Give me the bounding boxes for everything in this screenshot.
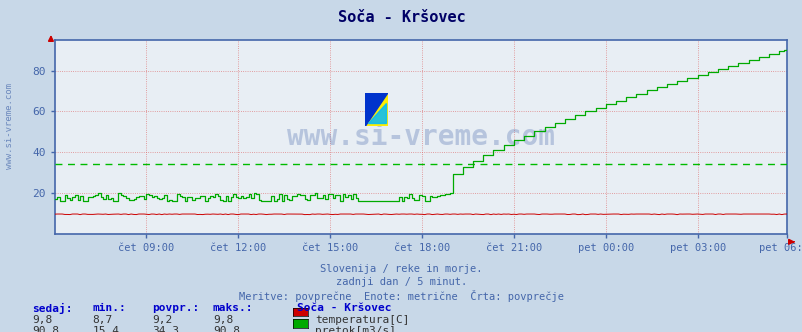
- Polygon shape: [365, 93, 387, 126]
- Text: 90,8: 90,8: [32, 326, 59, 332]
- Text: Soča - Kršovec: Soča - Kršovec: [297, 303, 391, 313]
- Text: 34,3: 34,3: [152, 326, 180, 332]
- Polygon shape: [365, 93, 387, 126]
- Text: www.si-vreme.com: www.si-vreme.com: [286, 123, 554, 151]
- Text: 90,8: 90,8: [213, 326, 240, 332]
- Text: Meritve: povprečne  Enote: metrične  Črta: povprečje: Meritve: povprečne Enote: metrične Črta:…: [239, 290, 563, 301]
- Text: maks.:: maks.:: [213, 303, 253, 313]
- Text: 8,7: 8,7: [92, 315, 112, 325]
- Text: Soča - Kršovec: Soča - Kršovec: [337, 10, 465, 25]
- Text: povpr.:: povpr.:: [152, 303, 200, 313]
- Text: sedaj:: sedaj:: [32, 303, 72, 314]
- Text: Slovenija / reke in morje.: Slovenija / reke in morje.: [320, 264, 482, 274]
- Polygon shape: [367, 103, 385, 123]
- Text: min.:: min.:: [92, 303, 126, 313]
- Text: temperatura[C]: temperatura[C]: [314, 315, 409, 325]
- Text: zadnji dan / 5 minut.: zadnji dan / 5 minut.: [335, 277, 467, 287]
- Text: www.si-vreme.com: www.si-vreme.com: [5, 83, 14, 169]
- Text: 9,8: 9,8: [32, 315, 52, 325]
- Text: 9,2: 9,2: [152, 315, 172, 325]
- Text: pretok[m3/s]: pretok[m3/s]: [314, 326, 395, 332]
- Text: 9,8: 9,8: [213, 315, 233, 325]
- Text: 15,4: 15,4: [92, 326, 119, 332]
